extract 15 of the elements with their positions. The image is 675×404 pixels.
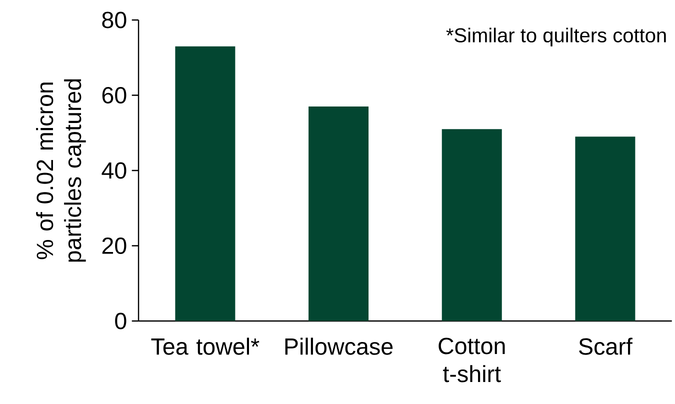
x-tick-label: Cotton t-shirt (438, 338, 505, 382)
bar (175, 46, 236, 321)
bar (442, 129, 502, 321)
y-tick-label: 80 (102, 12, 126, 28)
y-tick-label: 40 (102, 162, 126, 179)
annotation: *Similar to quilters cotton (446, 28, 666, 46)
bar (575, 136, 636, 321)
y-tick-label: 20 (102, 237, 126, 254)
y-tick-label: 0 (115, 312, 126, 330)
bar (308, 106, 369, 321)
x-tick-label: Pillowcase (285, 338, 393, 355)
y-tick-label: 60 (102, 87, 126, 104)
x-tick-label: Scarf (579, 338, 632, 355)
y-axis-title: % of 0.02 micron particles captured (36, 79, 86, 262)
x-tick-label: Tea towel* (151, 338, 260, 355)
